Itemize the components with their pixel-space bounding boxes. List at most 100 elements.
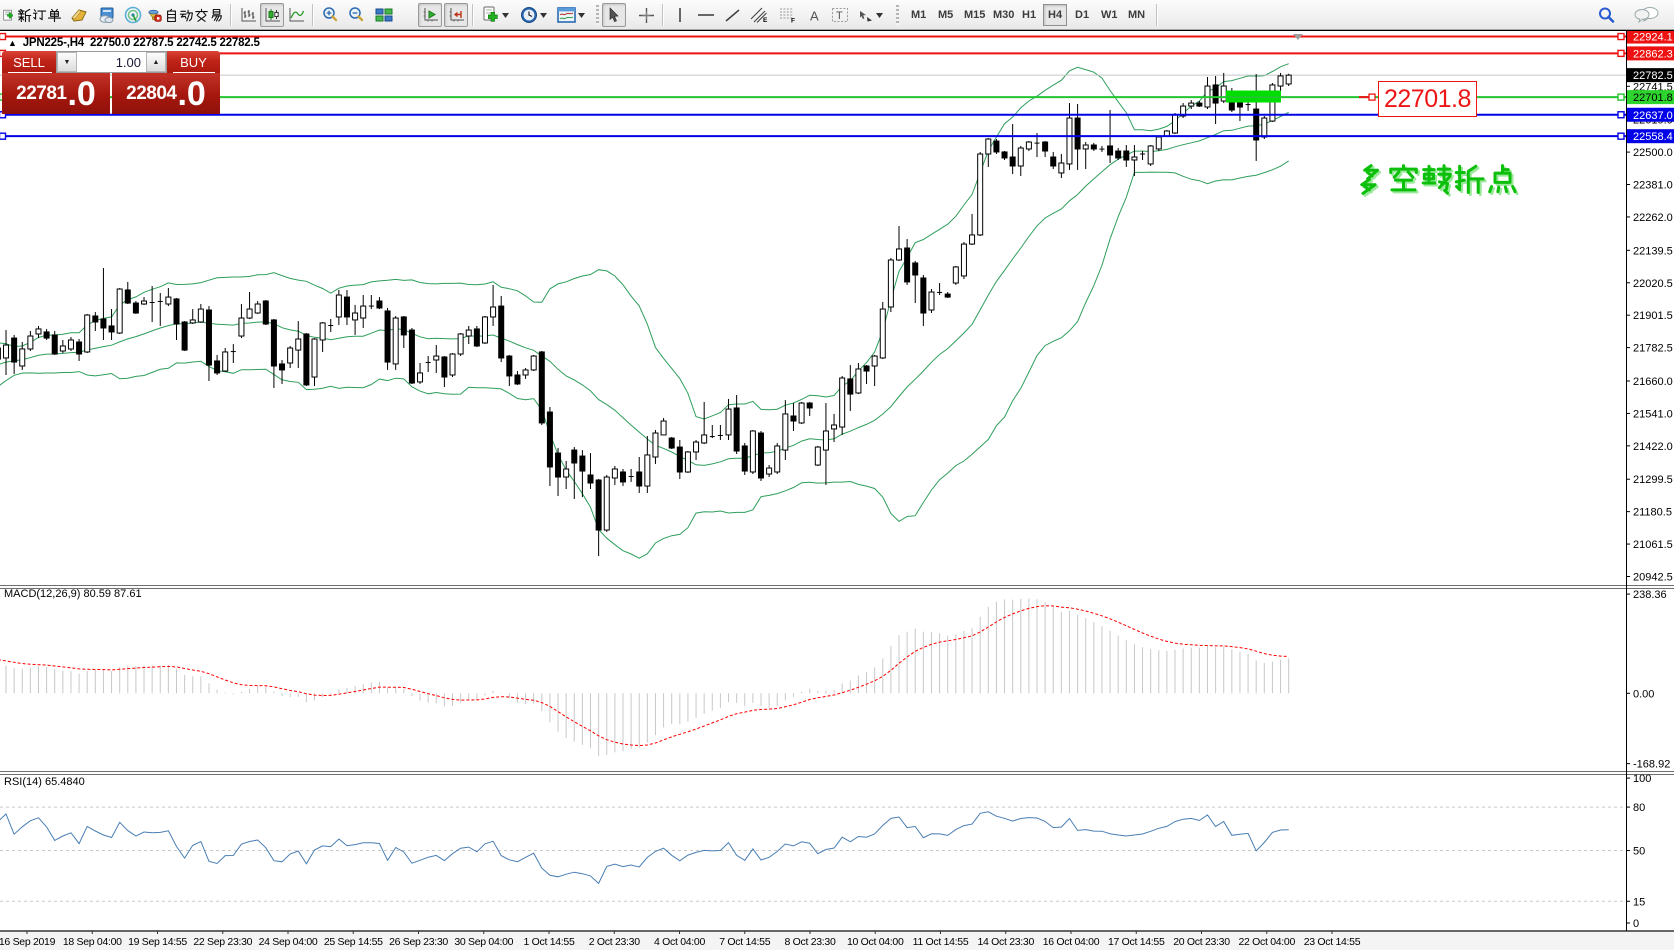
indicators-icon: [483, 6, 498, 22]
sell-price-dec: .0: [67, 74, 96, 113]
label-tool-button[interactable]: T: [828, 3, 852, 27]
indicators-button[interactable]: [478, 3, 512, 27]
volume-increase-button[interactable]: ▲: [146, 52, 166, 72]
chart-shift-marker[interactable]: [1293, 34, 1303, 40]
search-button[interactable]: [1592, 3, 1620, 27]
rsi-indicator: [0, 806, 1626, 902]
price-chart[interactable]: 22741.522619.022500.022381.022262.022139…: [0, 31, 1674, 950]
fibonacci-tool-button[interactable]: F: [774, 3, 800, 27]
svg-text:20 Oct 23:30: 20 Oct 23:30: [1173, 936, 1230, 948]
timeframe-button-w1[interactable]: W1: [1101, 9, 1118, 21]
svg-text:16 Sep 2019: 16 Sep 2019: [0, 936, 56, 948]
zoom-in-button[interactable]: [318, 3, 342, 27]
chart-annotation[interactable]: [1356, 162, 1521, 202]
timeframe-button-mn[interactable]: MN: [1128, 9, 1146, 21]
volume-input[interactable]: [77, 52, 146, 72]
ohlc-values: 22750.0 22787.5 22742.5 22782.5: [90, 37, 260, 49]
sell-button[interactable]: SELL: [2, 51, 56, 73]
svg-text:15: 15: [1633, 896, 1645, 908]
svg-text:18 Sep 04:00: 18 Sep 04:00: [63, 936, 122, 948]
toolbar-grip[interactable]: [896, 5, 899, 25]
svg-text:238.36: 238.36: [1633, 589, 1667, 601]
svg-text:2 Oct 23:30: 2 Oct 23:30: [589, 936, 640, 948]
hline-tool-button[interactable]: [694, 3, 718, 27]
line-chart-button[interactable]: [284, 3, 308, 27]
sell-price-button[interactable]: 22781.0: [2, 73, 110, 114]
horizontal-lines[interactable]: [0, 32, 1626, 140]
timeframe-button-h1[interactable]: H1: [1022, 9, 1037, 21]
dropdown-arrow-icon: [876, 12, 883, 18]
crosshair-tool-button[interactable]: [634, 3, 658, 27]
timeframe-button-m15[interactable]: M15: [964, 9, 986, 21]
svg-text:21541.0: 21541.0: [1633, 408, 1673, 420]
text-label-icon: T: [832, 8, 848, 22]
time-axis[interactable]: 16 Sep 2019 18 Sep 04:00 19 Sep 14:55 22 Se…: [0, 931, 1674, 950]
buy-underline: [173, 72, 215, 73]
arrows-icon: [860, 10, 872, 21]
svg-text:22139.5: 22139.5: [1633, 245, 1673, 257]
terminal-icon: [99, 7, 114, 23]
timeframe-button-m5[interactable]: M5: [938, 9, 954, 21]
terminal-button[interactable]: [94, 3, 120, 27]
cursor-tool-button[interactable]: [602, 3, 626, 27]
chart-window[interactable]: 22741.522619.022500.022381.022262.022139…: [0, 30, 1674, 950]
strategy-navigator-button[interactable]: [120, 3, 146, 27]
text-tool-button[interactable]: A: [802, 3, 826, 27]
search-icon: [1598, 7, 1614, 23]
chart-shift-button[interactable]: [444, 3, 468, 27]
volume-decrease-button[interactable]: ▼: [57, 52, 77, 72]
price-level-label[interactable]: 22701.8: [1378, 81, 1477, 118]
autotrading-label: [165, 7, 225, 24]
trendline-tool-button[interactable]: [720, 3, 744, 27]
templates-button[interactable]: [554, 3, 588, 27]
svg-text:22782.5: 22782.5: [1633, 70, 1673, 82]
chat-button[interactable]: [1628, 3, 1666, 27]
svg-text:30 Sep 04:00: 30 Sep 04:00: [454, 936, 513, 948]
radar-icon: [124, 6, 142, 24]
svg-text:11 Oct 14:55: 11 Oct 14:55: [913, 936, 969, 948]
chart-shift-icon: [449, 8, 464, 22]
chart-autoscroll-button[interactable]: [418, 3, 442, 27]
one-click-price-row: 22781.0 22804.0: [2, 73, 220, 114]
charts-button[interactable]: [66, 3, 92, 27]
new-order-button[interactable]: [2, 3, 64, 27]
shapes-tool-button[interactable]: [854, 3, 886, 27]
svg-text:22381.0: 22381.0: [1633, 180, 1673, 192]
tile-windows-button[interactable]: [372, 3, 396, 27]
timeframe-button-m1[interactable]: M1: [911, 9, 927, 21]
fibonacci-icon: F: [779, 8, 795, 24]
autotrading-button[interactable]: [146, 3, 226, 27]
timeframe-button-d1[interactable]: D1: [1075, 9, 1090, 21]
svg-text:1 Oct 14:55: 1 Oct 14:55: [524, 936, 575, 948]
buy-price-int: 22804: [126, 82, 177, 104]
vline-tool-button[interactable]: [668, 3, 692, 27]
book-icon: [70, 9, 87, 22]
svg-text:A: A: [810, 8, 819, 23]
timeframe-button-m30[interactable]: M30: [993, 9, 1015, 21]
svg-text:F: F: [791, 18, 795, 24]
periods-button[interactable]: [516, 3, 550, 27]
zoom-out-button[interactable]: [344, 3, 368, 27]
trendline-icon: [724, 8, 740, 22]
svg-text:22 Sep 23:30: 22 Sep 23:30: [193, 936, 252, 948]
dropdown-arrow-icon: [578, 12, 585, 18]
svg-text:21422.0: 21422.0: [1633, 441, 1673, 453]
clock-icon: [520, 7, 537, 23]
bar-chart-button[interactable]: [236, 3, 260, 27]
svg-text:21061.5: 21061.5: [1633, 539, 1673, 551]
vertical-line-icon: [679, 8, 681, 22]
horizontal-line-icon: [698, 14, 714, 16]
toolbar-grip[interactable]: [596, 5, 599, 25]
buy-price-button[interactable]: 22804.0: [112, 73, 220, 114]
timeframe-button-h4[interactable]: H4: [1043, 4, 1068, 26]
buy-button[interactable]: BUY: [167, 51, 220, 73]
dropdown-arrow-icon: [501, 12, 509, 18]
price-axis[interactable]: 22741.522619.022500.022381.022262.022139…: [1626, 31, 1674, 930]
collapse-triangle-icon[interactable]: ▲: [8, 38, 17, 48]
channel-tool-button[interactable]: E: [746, 3, 772, 27]
one-click-top-row: SELL ▼ ▲ BUY: [2, 51, 220, 73]
svg-text:E: E: [763, 17, 768, 23]
bar-chart-icon: [241, 8, 256, 22]
toolbar: E F A T M1 M5 M15 M: [0, 0, 1674, 30]
candlestick-chart-button[interactable]: [260, 3, 284, 27]
